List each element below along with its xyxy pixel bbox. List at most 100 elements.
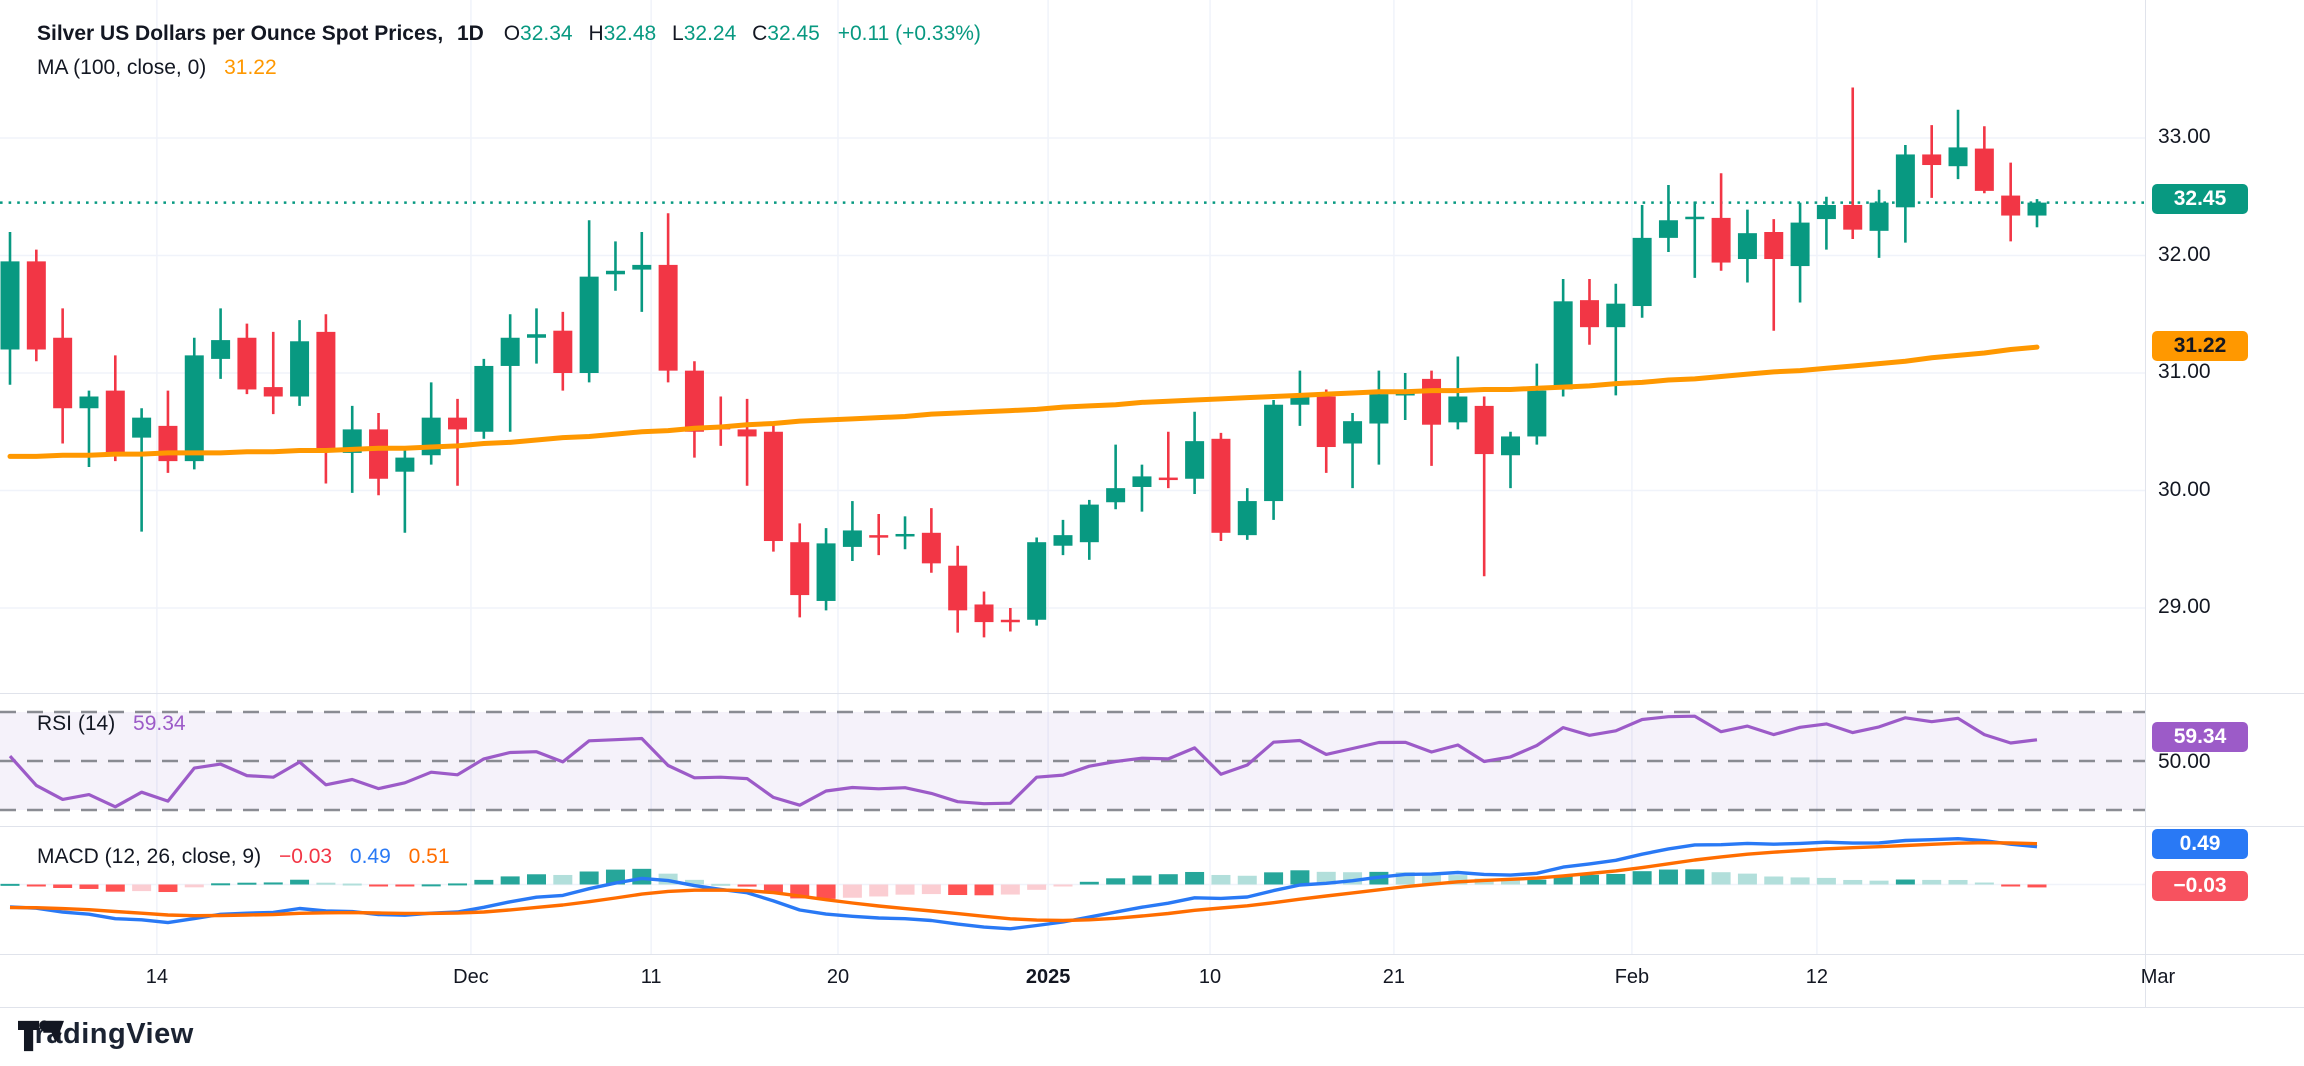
candle-body [658, 264, 678, 371]
macd-histogram-bar [1869, 880, 1889, 885]
macd-histogram-bar [1527, 879, 1547, 885]
ma-label: MA (100, close, 0) [37, 56, 207, 79]
price-chart-panel[interactable] [0, 0, 2304, 695]
separator-timeaxis-bottom [0, 1007, 2304, 1008]
candle-body [1474, 405, 1494, 455]
candle-body [816, 543, 836, 601]
candle-body [895, 533, 915, 537]
rsi-panel[interactable] [0, 693, 2304, 828]
candle-body [132, 417, 152, 438]
macd-histogram-bar [500, 876, 520, 885]
macd-histogram-bar [632, 868, 652, 885]
macd-histogram-bar [921, 884, 941, 895]
macd-histogram-bar [553, 874, 573, 885]
candle-body [1948, 147, 1968, 167]
macd-histogram-bar [1606, 873, 1626, 885]
macd-histogram-bar [1185, 871, 1205, 885]
rsi-legend[interactable]: RSI (14) 59.34 [37, 712, 186, 736]
candle-body [1237, 501, 1257, 536]
candle-body [79, 396, 99, 409]
macd-legend[interactable]: MACD (12, 26, close, 9) −0.03 0.49 0.51 [37, 845, 450, 869]
rsi-line [8, 714, 2038, 809]
macd-histogram-bar [1922, 879, 1942, 885]
macd-histogram-bar [1027, 884, 1047, 890]
macd-histogram-bar [1711, 872, 1731, 885]
macd-histogram-bar [342, 883, 362, 886]
macd-histogram-bar [1448, 875, 1468, 885]
macd-histogram-bar [1685, 869, 1705, 885]
high-label: H [588, 22, 604, 45]
candle-body [1922, 154, 1942, 166]
candle-body [316, 331, 336, 450]
macd-histogram-bar [869, 884, 889, 897]
candle-body [948, 565, 968, 611]
macd-histogram-bar [1790, 877, 1810, 885]
separator-main-rsi[interactable] [0, 693, 2304, 694]
symbol-legend[interactable]: Silver US Dollars per Ounce Spot Prices,… [37, 22, 981, 46]
macd-histogram-bar [1000, 884, 1020, 895]
macd-histogram-bar [684, 879, 704, 885]
macd-line-badge: 0.49 [2152, 829, 2248, 859]
price-axis-label-33: 33.00 [2158, 125, 2211, 148]
macd-panel[interactable] [0, 828, 2304, 954]
ohlc-readout: O32.34 H32.48 L32.24 C32.45 +0.11 (+0.33… [504, 22, 981, 45]
price-axis-label-31: 31.00 [2158, 360, 2211, 383]
macd-histogram-bar [1237, 875, 1257, 885]
macd-histogram-bar [132, 884, 152, 892]
candle-body [1290, 396, 1310, 405]
candle-body [1579, 300, 1599, 328]
candle-body [1185, 441, 1205, 479]
macd-histogram-bar [579, 871, 599, 885]
macd-histogram-bar [816, 884, 836, 899]
time-axis-label-21: 21 [1382, 966, 1406, 988]
candle-body [1422, 378, 1442, 425]
macd-histogram-bar [53, 884, 73, 888]
price-axis-label-30: 30.00 [2158, 478, 2211, 501]
candles [0, 87, 2047, 638]
time-axis-label-Mar: Mar [2140, 966, 2176, 988]
macd-histogram-bar [158, 884, 178, 893]
candle-body [53, 337, 73, 409]
candle-body [1158, 477, 1178, 481]
macd-histogram-bar [421, 884, 441, 887]
time-axis-label-12: 12 [1805, 966, 1829, 988]
macd-histogram-bar [2001, 884, 2021, 887]
last-price-badge: 32.45 [2152, 184, 2248, 214]
ma100-line [7, 344, 2040, 459]
macd-histogram-bar [1948, 879, 1968, 885]
candle-body [105, 390, 125, 456]
change-value: +0.11 (+0.33%) [837, 22, 981, 45]
macd-histogram-bar [737, 884, 757, 887]
low-value: 32.24 [683, 22, 737, 45]
candle-body [1816, 204, 1836, 220]
high-value: 32.48 [603, 22, 657, 45]
candle-body [974, 604, 994, 623]
macd-histogram-bar [1974, 882, 1994, 885]
macd-histogram-bar [474, 879, 494, 885]
macd-line-value: 0.49 [349, 845, 391, 868]
candle-body [1895, 154, 1915, 208]
ma-legend[interactable]: MA (100, close, 0) 31.22 [37, 56, 277, 80]
candle-body [500, 337, 520, 366]
candle-body [0, 261, 20, 350]
candle-body [1316, 396, 1336, 448]
macd-histogram-bar [895, 884, 915, 895]
tradingview-logo[interactable]: TradingView [18, 1018, 194, 1052]
candle-body [605, 270, 625, 275]
candle-body [684, 370, 704, 432]
candle-body [474, 365, 494, 432]
low-label: L [672, 22, 684, 45]
candle-body [869, 535, 889, 538]
macd-histogram-bar [1737, 873, 1757, 885]
candle-body [1658, 220, 1678, 238]
interval-label[interactable]: 1D [457, 22, 484, 45]
candle-body [1869, 202, 1889, 231]
candle-body [921, 532, 941, 564]
macd-histogram-bar [79, 884, 99, 889]
price-axis-border[interactable] [2145, 0, 2146, 1007]
time-axis-label-Dec: Dec [453, 966, 489, 988]
macd-histogram-bar [948, 884, 968, 896]
separator-rsi-macd[interactable] [0, 826, 2304, 827]
macd-histogram-bar [1106, 878, 1126, 885]
